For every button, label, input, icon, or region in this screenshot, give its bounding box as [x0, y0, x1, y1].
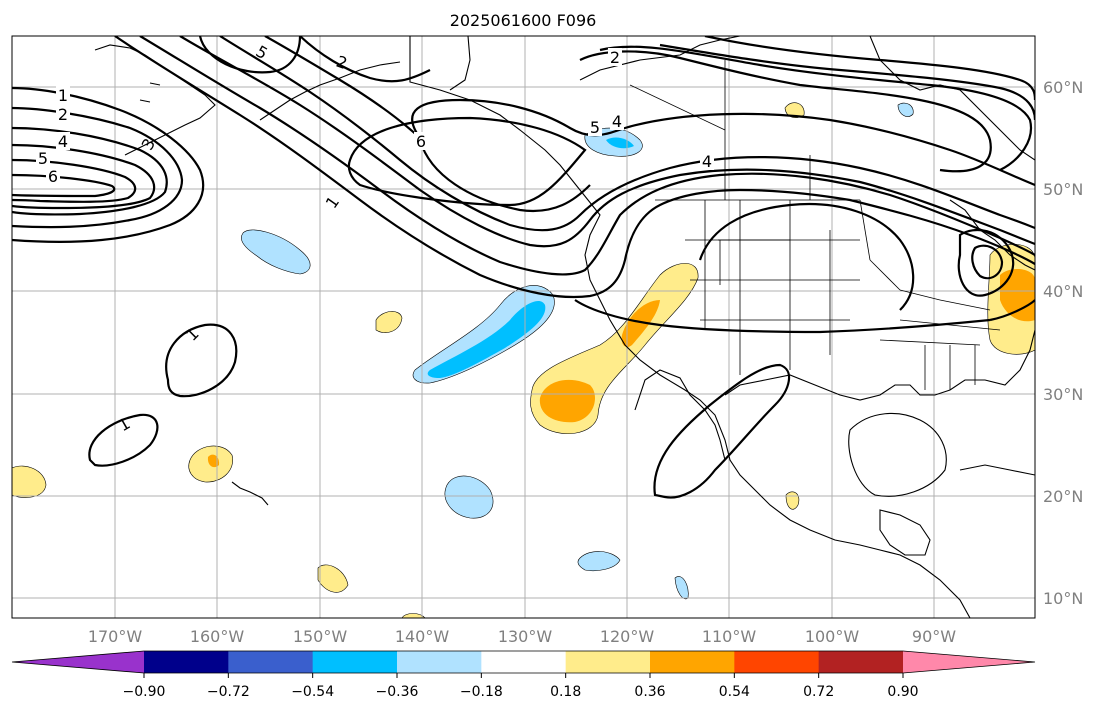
colorbar-swatch: [144, 651, 229, 673]
contour-label-4-b: 4: [612, 112, 622, 131]
lon-label: 170°W: [88, 627, 143, 646]
contour-label-6: 6: [48, 167, 58, 186]
colorbar-swatch: [312, 651, 398, 673]
lon-label: 150°W: [293, 627, 348, 646]
lon-label: 160°W: [190, 627, 245, 646]
contour-label-4-c: 4: [702, 152, 712, 171]
longitude-labels: 170°W 160°W 150°W 140°W 130°W 120°W 110°…: [88, 627, 956, 646]
colorbar-tick-label: −0.90: [123, 684, 166, 700]
lon-label: 120°W: [600, 627, 655, 646]
shaded-anomalies: [12, 102, 1035, 618]
latitude-labels: 60°N 50°N 40°N 30°N 20°N 10°N: [1043, 78, 1083, 608]
contour-label-2: 2: [58, 105, 68, 124]
state-borders: [629, 60, 1001, 390]
lat-label: 40°N: [1043, 282, 1083, 301]
contour-label-5: 5: [38, 149, 48, 168]
contour-label-5-b: 5: [590, 118, 600, 137]
colorbar-tick-label: 0.72: [803, 684, 834, 700]
contour-label-6-b: 6: [416, 132, 426, 151]
lon-label: 100°W: [805, 627, 860, 646]
map-title: 2025061600 F096: [450, 11, 597, 30]
lat-label: 60°N: [1043, 78, 1083, 97]
contour-label-5-c: 5: [253, 42, 271, 64]
colorbar-tick-label: 0.18: [550, 684, 581, 700]
colorbar-extend-high: [903, 651, 1035, 673]
colorbar: −0.90 −0.72 −0.54 −0.36 −0.18 0.18 0.36 0.54 0.7…: [11, 650, 1036, 700]
lat-label: 30°N: [1043, 385, 1083, 404]
colorbar-tick-label: 0.90: [887, 684, 918, 700]
colorbar-tick-label: −0.36: [376, 684, 419, 700]
colorbar-swatch: [650, 651, 735, 673]
colorbar-tick-label: −0.18: [460, 684, 503, 700]
colorbar-tick-label: −0.72: [207, 684, 250, 700]
colorbar-swatch: [565, 651, 651, 673]
map-area: 1 2 4 5 6 6 2 5 4 4 1 1 1 5 2 3: [12, 36, 1035, 618]
lat-label: 20°N: [1043, 487, 1083, 506]
colorbar-tick-label: 0.36: [634, 684, 665, 700]
contour-label-1: 1: [58, 86, 68, 105]
graticule: [12, 36, 1035, 618]
lat-label: 10°N: [1043, 589, 1083, 608]
coastlines: [94, 36, 1035, 618]
lat-label: 50°N: [1043, 180, 1083, 199]
colorbar-swatch: [228, 651, 314, 673]
contour-label-1-b: 1: [322, 193, 343, 212]
lon-label: 90°W: [912, 627, 956, 646]
colorbar-tick-label: −0.54: [291, 684, 334, 700]
contour-label-2-b: 2: [610, 48, 620, 67]
colorbar-swatch: [734, 651, 820, 673]
lon-label: 130°W: [498, 627, 553, 646]
lon-label: 140°W: [395, 627, 450, 646]
contour-lines: [12, 36, 1035, 499]
colorbar-tick-label: 0.54: [719, 684, 750, 700]
map-frame: [11, 35, 1036, 619]
lon-label: 110°W: [702, 627, 757, 646]
colorbar-swatch: [818, 651, 904, 673]
contour-label-4: 4: [58, 132, 68, 151]
colorbar-swatch: [481, 651, 567, 673]
colorbar-swatch: [397, 651, 482, 673]
colorbar-extend-low: [12, 651, 144, 673]
